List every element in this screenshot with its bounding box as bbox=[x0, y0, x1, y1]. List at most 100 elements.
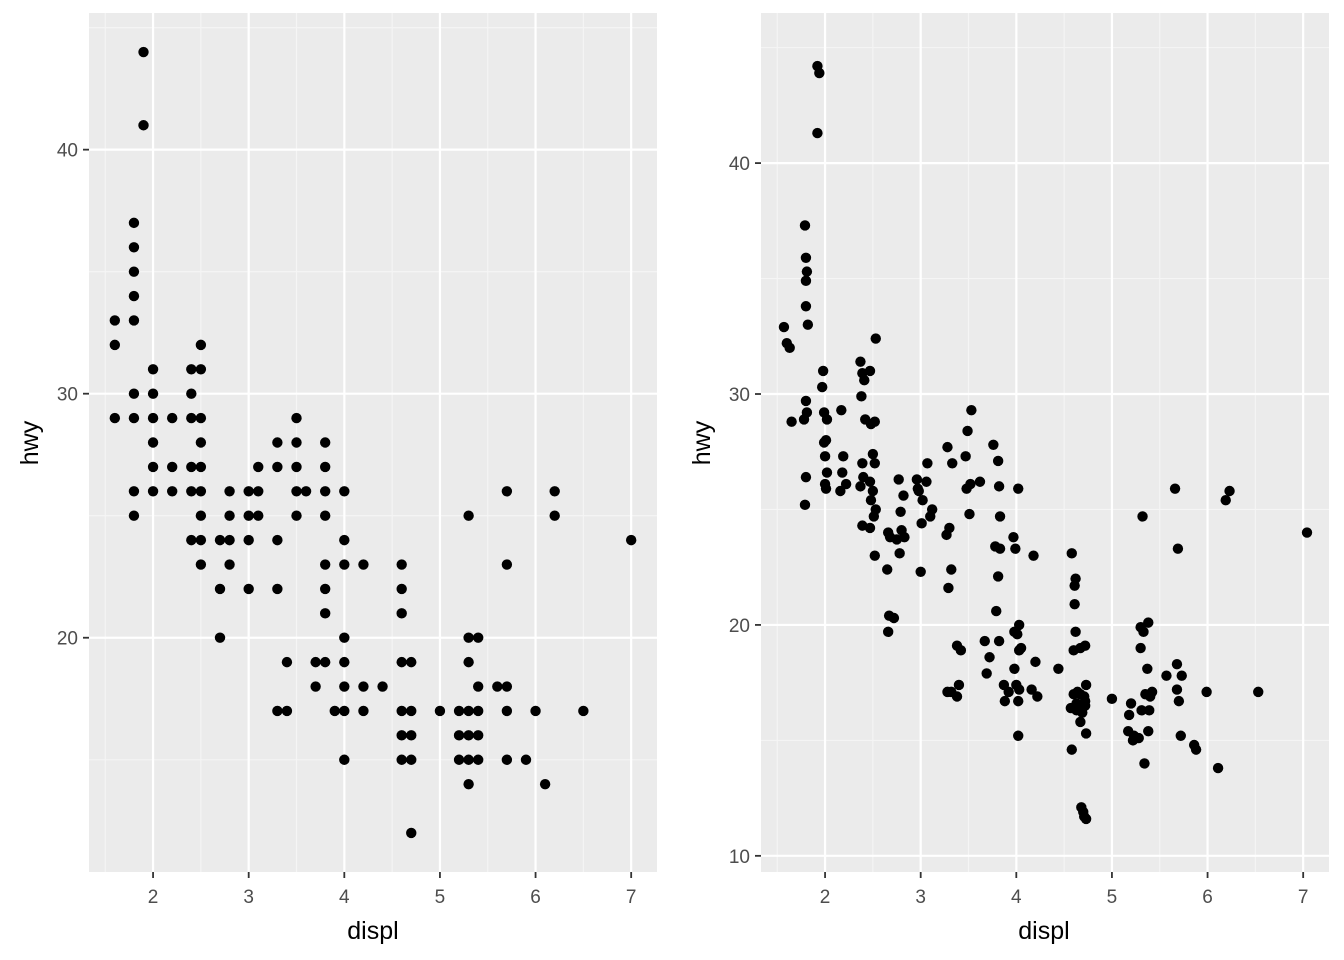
right-scatter-panel: 2 3 4 5 6 7 10 20 30 40 displ hwy bbox=[688, 13, 1329, 945]
right-data-point bbox=[893, 474, 904, 485]
right-data-point bbox=[1142, 663, 1153, 674]
right-data-point bbox=[869, 458, 880, 469]
left-data-point bbox=[339, 559, 350, 570]
right-data-point bbox=[1069, 580, 1080, 591]
right-data-point bbox=[1013, 695, 1024, 707]
right-data-point bbox=[993, 481, 1005, 492]
left-data-point bbox=[109, 339, 121, 351]
left-data-point bbox=[243, 534, 254, 546]
right-data-point bbox=[947, 458, 958, 469]
right-data-point bbox=[1066, 744, 1077, 755]
right-data-point bbox=[1013, 483, 1024, 494]
right-data-point bbox=[1212, 762, 1224, 774]
left-data-point bbox=[319, 437, 331, 448]
right-x-tick-label: 5 bbox=[1107, 887, 1118, 908]
left-data-point bbox=[463, 730, 474, 741]
right-plot-area: 2 3 4 5 6 7 10 20 30 40 bbox=[729, 13, 1329, 908]
left-data-point bbox=[195, 510, 207, 521]
right-data-point bbox=[1201, 686, 1212, 698]
left-data-point bbox=[291, 486, 302, 497]
right-data-point bbox=[911, 474, 923, 485]
right-data-point bbox=[1009, 663, 1020, 674]
left-data-point bbox=[214, 632, 226, 643]
right-data-point bbox=[1077, 707, 1088, 718]
right-data-point bbox=[1015, 642, 1027, 654]
left-data-point bbox=[166, 412, 178, 424]
right-data-point bbox=[1224, 485, 1235, 497]
left-data-point bbox=[339, 681, 350, 692]
left-data-point bbox=[406, 656, 417, 668]
left-data-point bbox=[501, 486, 513, 497]
right-data-point bbox=[994, 511, 1006, 522]
left-data-point bbox=[406, 705, 417, 717]
right-data-point bbox=[1220, 495, 1231, 506]
right-data-point bbox=[1026, 684, 1037, 695]
right-data-point bbox=[868, 511, 880, 522]
right-data-point bbox=[946, 564, 957, 575]
right-data-point bbox=[1161, 670, 1172, 681]
right-data-point bbox=[962, 425, 973, 437]
right-data-point bbox=[864, 476, 876, 487]
right-data-point bbox=[786, 416, 797, 427]
right-data-point bbox=[1172, 543, 1184, 554]
right-data-point bbox=[1176, 670, 1187, 681]
left-data-point bbox=[472, 730, 484, 741]
right-y-axis-title: hwy bbox=[688, 420, 716, 465]
right-data-point bbox=[1066, 548, 1077, 559]
right-data-point bbox=[993, 635, 1005, 647]
right-data-point bbox=[988, 439, 999, 451]
right-data-point bbox=[1171, 658, 1183, 670]
left-data-point bbox=[128, 510, 140, 521]
right-data-point bbox=[1125, 698, 1137, 709]
right-data-point bbox=[898, 490, 909, 501]
right-data-point bbox=[1136, 705, 1147, 716]
left-data-point bbox=[243, 583, 254, 595]
right-data-point bbox=[867, 485, 879, 497]
left-data-point bbox=[396, 730, 407, 741]
right-data-point bbox=[994, 543, 1006, 554]
left-data-point bbox=[109, 315, 121, 326]
right-data-point bbox=[818, 437, 830, 448]
right-data-point bbox=[1010, 543, 1021, 554]
left-data-point bbox=[224, 510, 235, 521]
left-data-point bbox=[396, 656, 407, 668]
right-x-tick-label: 2 bbox=[820, 887, 831, 908]
right-data-point bbox=[1053, 663, 1064, 674]
left-data-point bbox=[272, 437, 283, 448]
right-x-axis-title: displ bbox=[1018, 917, 1069, 945]
left-data-point bbox=[358, 681, 369, 692]
right-data-point bbox=[1143, 725, 1154, 737]
right-data-point bbox=[1133, 732, 1144, 744]
left-y-tick-label: 20 bbox=[57, 629, 78, 650]
right-data-point bbox=[1171, 684, 1183, 695]
left-data-point bbox=[319, 656, 331, 668]
left-data-point bbox=[319, 608, 331, 619]
left-data-point bbox=[186, 486, 197, 497]
right-data-point bbox=[864, 365, 876, 377]
right-y-tick-label: 20 bbox=[729, 616, 750, 637]
right-data-point bbox=[1070, 626, 1081, 638]
right-data-point bbox=[1030, 656, 1041, 668]
left-x-tick-label: 3 bbox=[243, 887, 254, 908]
left-y-tick-label: 30 bbox=[57, 385, 78, 406]
left-data-point bbox=[214, 583, 226, 595]
left-data-point bbox=[472, 754, 484, 765]
left-data-point bbox=[396, 754, 407, 765]
right-data-point bbox=[836, 404, 847, 416]
left-data-point bbox=[339, 534, 350, 546]
left-data-point bbox=[358, 559, 369, 570]
left-data-point bbox=[166, 461, 178, 473]
left-data-point bbox=[128, 242, 140, 253]
right-data-point bbox=[1028, 550, 1039, 561]
left-data-point bbox=[272, 461, 283, 473]
left-data-point bbox=[195, 412, 207, 424]
left-data-point bbox=[243, 486, 254, 497]
left-panel-background bbox=[89, 13, 657, 872]
right-data-point bbox=[1301, 527, 1313, 538]
left-data-point bbox=[339, 632, 350, 643]
right-data-point bbox=[915, 566, 926, 578]
right-data-point bbox=[857, 458, 868, 469]
right-data-point bbox=[964, 508, 975, 520]
right-data-point bbox=[1106, 693, 1118, 705]
right-data-point bbox=[921, 476, 932, 487]
